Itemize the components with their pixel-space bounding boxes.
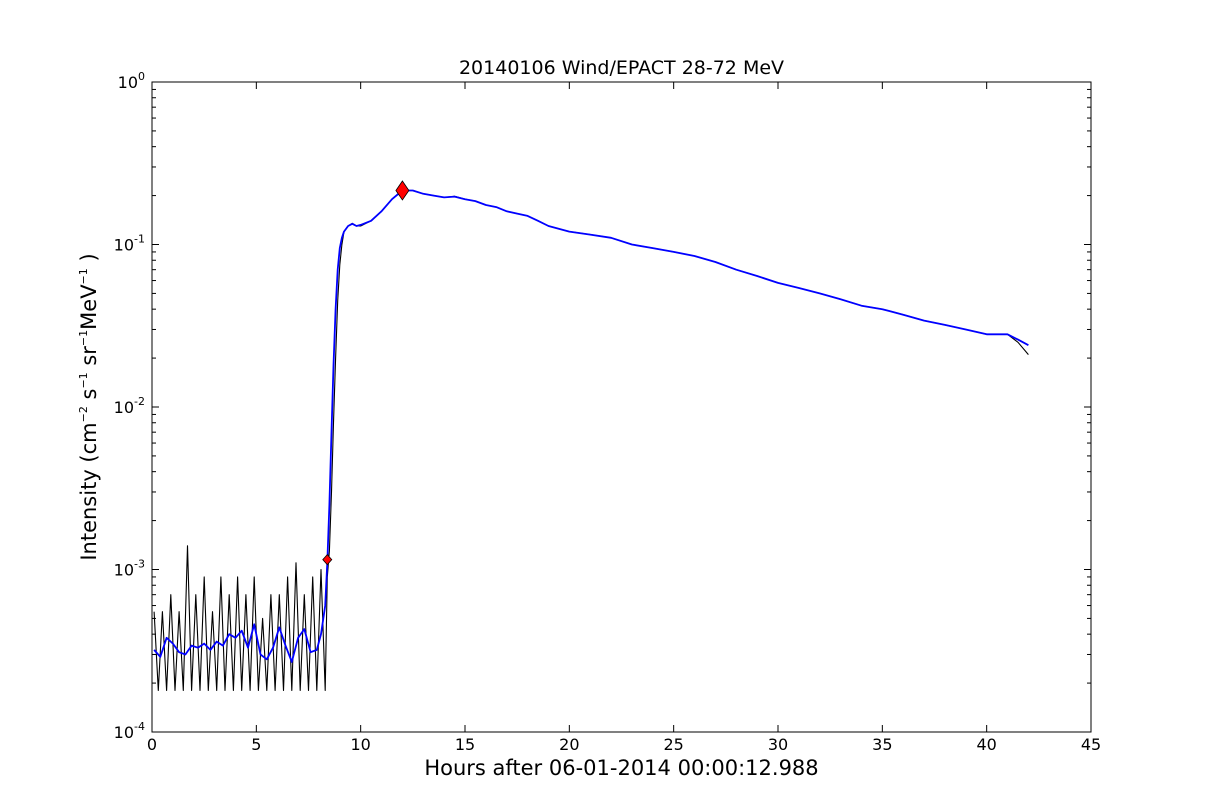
plot-area <box>151 81 1092 733</box>
y-tick-label: 10-3 <box>114 558 145 580</box>
y-label-prefix: Intensity (cm <box>77 422 101 560</box>
y-tick-base: 10 <box>114 723 134 742</box>
x-tick-label: 10 <box>350 735 370 754</box>
y-label-s: s <box>77 389 101 407</box>
y-label-sr-exponent: −1 <box>77 330 90 346</box>
axes-frame <box>151 81 1092 733</box>
y-label-sr: sr <box>77 346 101 373</box>
y-axis-label: Intensity (cm−2 s−1 sr−1MeV−1 ) <box>77 253 101 560</box>
x-tick-label: 20 <box>559 735 579 754</box>
x-axis-label: Hours after 06-01-2014 00:00:12.988 <box>424 756 818 780</box>
x-axis: 0 5 10 15 20 25 30 35 40 45 <box>147 82 1101 754</box>
y-tick-base: 10 <box>114 398 134 417</box>
y-tick-label: 10-2 <box>114 395 145 417</box>
y-tick-label: 100 <box>118 70 145 92</box>
y-label-mev: MeV <box>77 284 101 330</box>
x-tick-label: 25 <box>663 735 683 754</box>
marker-point-2 <box>395 180 410 201</box>
y-tick-exponent: 0 <box>138 70 145 83</box>
marker-point-1 <box>322 554 333 566</box>
y-tick-label: 10-1 <box>114 233 145 255</box>
x-tick-label: 15 <box>455 735 475 754</box>
x-tick-label: 0 <box>147 735 157 754</box>
y-label-mev-exponent: −1 <box>77 268 90 284</box>
y-tick-exponent: -4 <box>134 720 145 733</box>
y-label-s-exponent: −1 <box>77 372 90 388</box>
marker-layer <box>322 180 410 566</box>
y-tick-exponent: -3 <box>134 558 145 571</box>
x-tick-label: 40 <box>976 735 996 754</box>
series-layer <box>153 189 1029 692</box>
y-tick-base: 10 <box>118 73 138 92</box>
y-label-suffix: ) <box>77 253 101 268</box>
x-tick-label: 45 <box>1081 735 1101 754</box>
y-tick-base: 10 <box>114 236 134 255</box>
y-tick-exponent: -1 <box>134 233 145 246</box>
x-tick-label: 5 <box>251 735 261 754</box>
chart-title: 20140106 Wind/EPACT 28-72 MeV <box>459 57 784 79</box>
x-tick-label: 35 <box>872 735 892 754</box>
x-tick-label: 30 <box>768 735 788 754</box>
y-tick-base: 10 <box>114 561 134 580</box>
y-label-cm-exponent: −2 <box>77 406 90 422</box>
y-tick-exponent: -2 <box>134 395 145 408</box>
series-line-smoothed <box>153 189 1029 663</box>
y-tick-label: 10-4 <box>114 720 145 742</box>
